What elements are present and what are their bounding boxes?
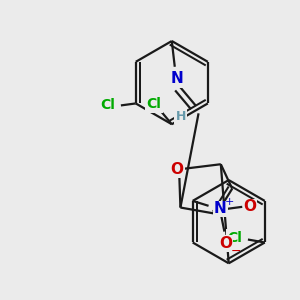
- Text: H: H: [176, 110, 186, 123]
- Text: Cl: Cl: [100, 98, 116, 112]
- Text: O: O: [219, 236, 232, 251]
- Text: −: −: [231, 245, 242, 258]
- Text: O: O: [171, 162, 184, 177]
- Text: +: +: [225, 197, 234, 207]
- Text: O: O: [244, 199, 257, 214]
- Text: Cl: Cl: [146, 98, 161, 111]
- Text: N: N: [170, 71, 183, 86]
- Text: Cl: Cl: [228, 230, 242, 244]
- Text: N: N: [214, 201, 227, 216]
